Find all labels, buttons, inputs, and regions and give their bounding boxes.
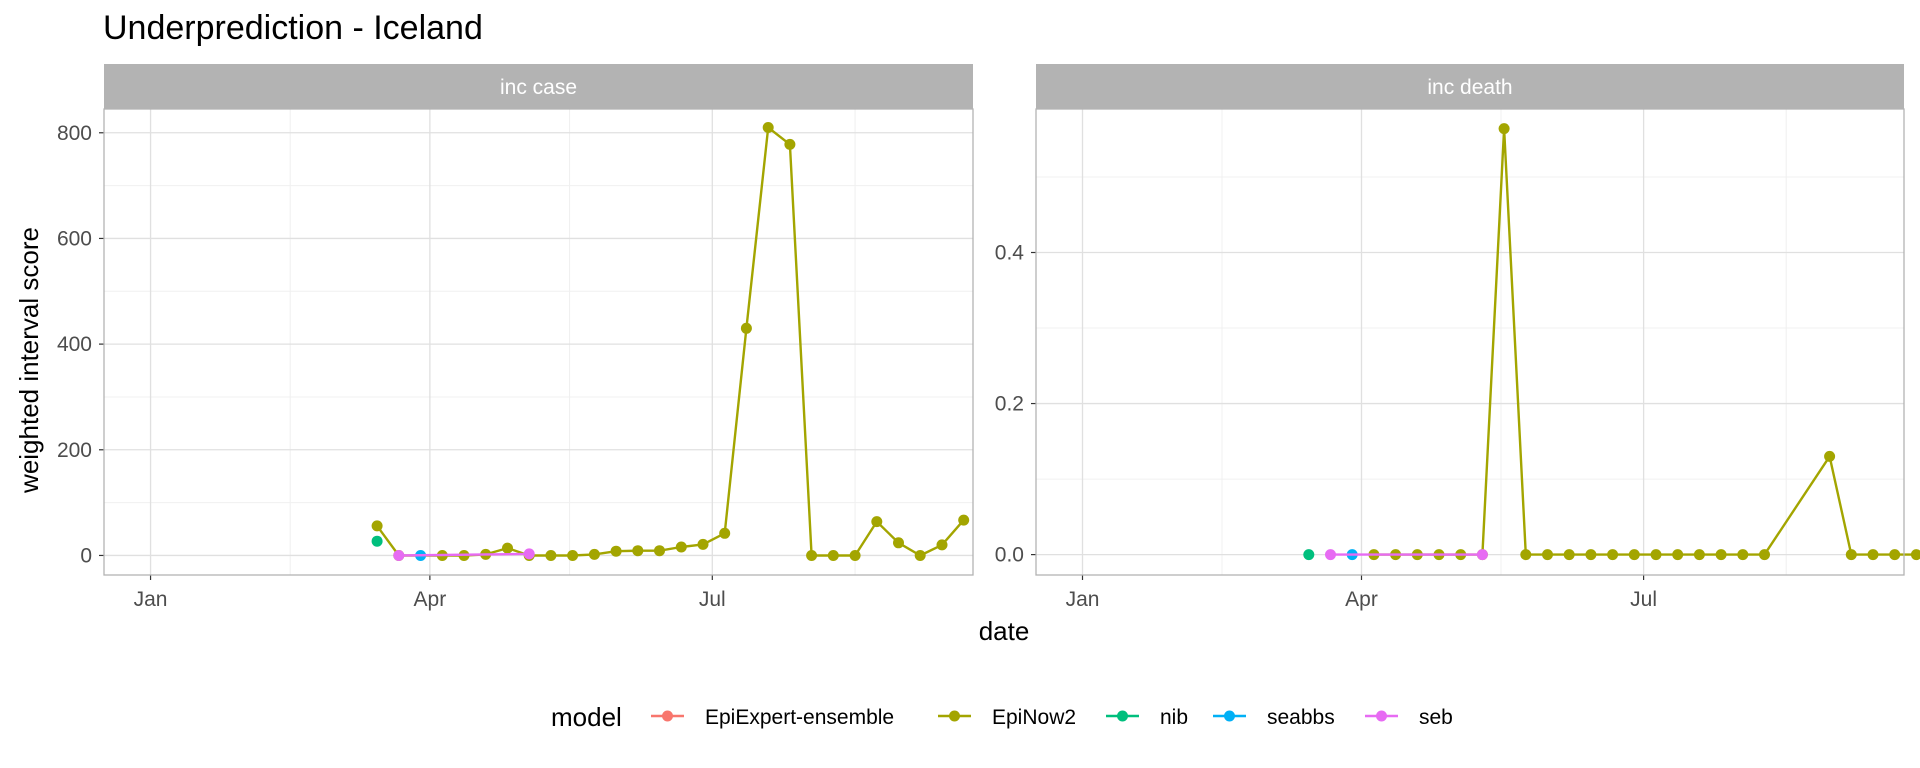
legend-label: seabbs (1267, 706, 1335, 729)
data-point (1845, 549, 1857, 561)
data-point (632, 545, 644, 557)
panel-background (1036, 109, 1904, 575)
x-tick-label: Jan (1066, 588, 1100, 611)
data-point (1737, 549, 1749, 561)
data-point (1650, 549, 1662, 561)
data-point (1498, 123, 1510, 135)
series-nib (371, 535, 383, 547)
legend-item-nib: nib (1106, 706, 1188, 729)
legend-item-EpiNow2: EpiNow2 (938, 706, 1076, 729)
data-point (871, 516, 883, 528)
panel-background (104, 109, 973, 575)
y-tick-label: 0.2 (995, 393, 1024, 416)
y-tick-label: 0.4 (995, 242, 1025, 265)
x-tick-label: Apr (414, 588, 447, 611)
legend-items: EpiExpert-ensemble EpiNow2 nib seabbs seb (651, 706, 1453, 729)
data-point (545, 550, 557, 561)
y-tick-label: 200 (57, 439, 92, 462)
data-point (523, 548, 535, 560)
data-point (936, 539, 948, 551)
chart-title: Underprediction - Iceland (103, 9, 483, 47)
data-point (588, 548, 600, 560)
data-point (654, 545, 665, 557)
data-point (1889, 549, 1901, 561)
data-point (827, 550, 839, 561)
legend: model EpiExpert-ensemble EpiNow2 nib seabbs… (551, 702, 1453, 732)
legend-label: EpiNow2 (992, 706, 1076, 729)
legend-key-point (949, 710, 960, 722)
strip-background (104, 64, 973, 109)
data-point (697, 538, 709, 550)
y-tick-label: 800 (57, 122, 92, 145)
strip-background (1036, 64, 1904, 109)
x-axis-label: date (979, 616, 1030, 646)
x-tick-label: Jan (134, 588, 168, 611)
data-point (1542, 549, 1553, 561)
x-tick-label: Jul (699, 588, 726, 611)
data-point (719, 527, 731, 539)
data-point (371, 520, 383, 532)
data-point (1824, 450, 1836, 462)
panel-border (103, 108, 974, 576)
legend-title: model (551, 702, 622, 732)
series-nib (1303, 549, 1315, 561)
legend-item-seb: seb (1365, 706, 1453, 729)
legend-item-EpiExpert-ensemble: EpiExpert-ensemble (651, 706, 894, 729)
data-point (806, 550, 818, 561)
data-point (1520, 549, 1532, 561)
series-seb (393, 548, 535, 561)
data-point (958, 514, 970, 526)
data-point (393, 550, 405, 561)
panel-inc-death: inc death 0.0 0.2 0.4 Jan Apr Jul (995, 64, 1920, 611)
data-point (502, 542, 513, 554)
legend-key-point (1224, 710, 1235, 722)
data-point (1303, 549, 1315, 561)
data-point (1476, 549, 1488, 561)
series-line (398, 552, 530, 557)
data-point (1715, 549, 1727, 561)
data-point (675, 541, 687, 553)
data-point (762, 122, 774, 133)
data-point (893, 537, 904, 549)
y-tick-label: 400 (57, 333, 92, 356)
y-tick-label: 0.0 (995, 544, 1024, 567)
data-point (784, 138, 796, 150)
panels: inc case 0 200 400 600 800 Jan Apr Jul inc death 0… (57, 64, 1920, 611)
data-point (567, 550, 579, 561)
legend-label: seb (1419, 706, 1453, 729)
data-point (1693, 549, 1705, 561)
data-point (1585, 549, 1597, 561)
legend-key-point (1117, 710, 1128, 722)
legend-key-point (1376, 710, 1387, 722)
legend-label: EpiExpert-ensemble (705, 706, 894, 729)
legend-label: nib (1160, 706, 1188, 729)
x-tick-label: Apr (1345, 588, 1378, 611)
data-point (1672, 549, 1684, 561)
y-tick-label: 600 (57, 227, 92, 250)
data-point (914, 550, 926, 561)
x-tick-label: Jul (1630, 588, 1657, 611)
data-point (740, 322, 752, 334)
data-point (849, 550, 861, 561)
data-point (371, 535, 383, 547)
data-point (1759, 549, 1770, 561)
legend-key-point (662, 710, 673, 722)
data-point (1607, 549, 1619, 561)
data-point (1325, 549, 1336, 561)
data-point (1628, 549, 1640, 561)
series-seb (1325, 549, 1488, 561)
data-point (1910, 549, 1920, 561)
y-axis-label: weighted interval score (14, 227, 44, 494)
y-tick-label: 0 (80, 544, 92, 567)
strip-label: inc death (1427, 76, 1512, 99)
panel-border (1035, 108, 1905, 576)
panel-inc-case: inc case 0 200 400 600 800 Jan Apr Jul (57, 64, 974, 611)
strip-label: inc case (500, 76, 577, 99)
data-point (1563, 549, 1575, 561)
legend-item-seabbs: seabbs (1213, 706, 1335, 729)
data-point (610, 545, 622, 557)
data-point (1867, 549, 1879, 561)
